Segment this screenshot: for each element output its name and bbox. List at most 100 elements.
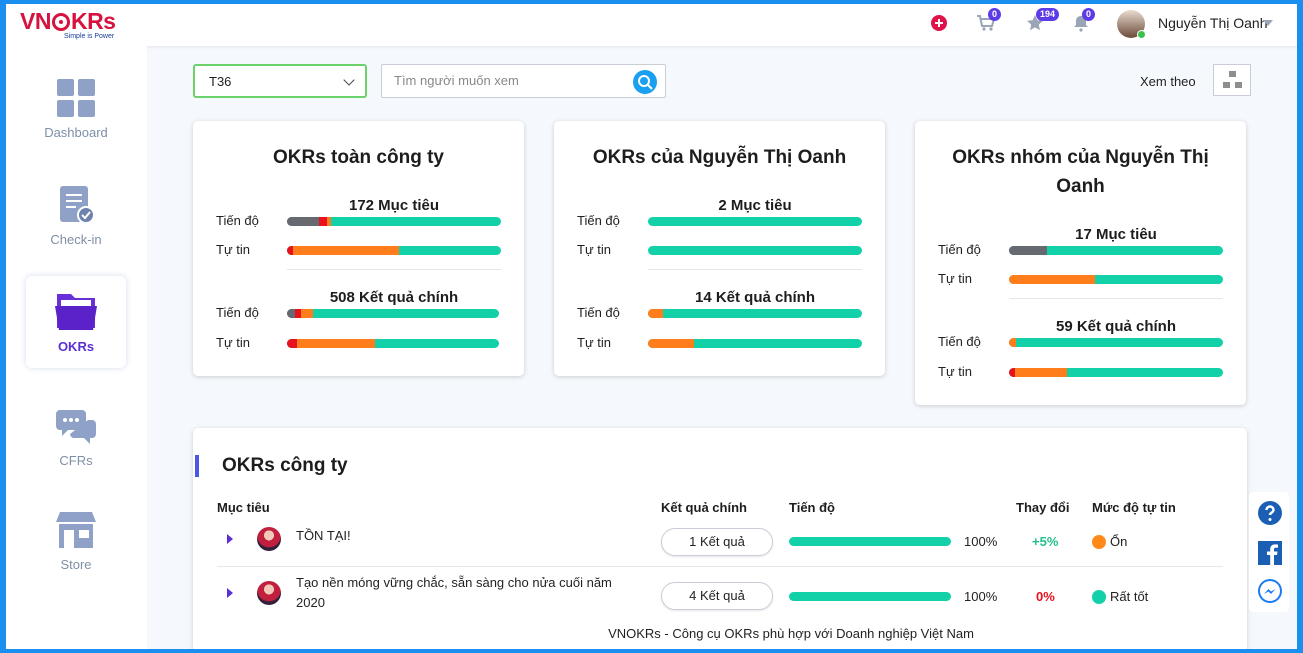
key-results-confidence-bar <box>287 339 499 348</box>
sidebar-item-label: Dashboard <box>44 125 108 140</box>
org-chart-view-button[interactable] <box>1213 64 1251 96</box>
key-results-confidence-bar <box>1009 368 1223 377</box>
period-value: T36 <box>209 74 232 89</box>
objective-title-line-2[interactable]: 2020 <box>296 595 325 610</box>
column-key-results: Kết quả chính <box>661 500 747 515</box>
card-title: OKRs của Nguyễn Thị Oanh <box>592 147 847 168</box>
card-title: OKRs toàn công ty <box>272 147 444 168</box>
confidence-label: Tự tin <box>216 242 250 257</box>
add-icon[interactable] <box>930 14 948 37</box>
confidence-label: Tự tin <box>577 242 611 257</box>
owner-avatar[interactable] <box>257 527 281 551</box>
objective-title[interactable]: Tạo nền móng vững chắc, sẵn sàng cho nửa… <box>296 575 612 590</box>
period-select[interactable]: T36 <box>193 64 367 98</box>
divider <box>287 269 501 270</box>
objectives-confidence-bar <box>287 246 501 255</box>
sidebar: Dashboard Check-in OKRs <box>6 46 147 649</box>
top-bar: VN KRs Simple is Power 0 194 0 Nguyễn Thị… <box>6 4 1297 46</box>
column-change: Thay đổi <box>1016 500 1070 515</box>
progress-label: Tiến độ <box>216 305 259 320</box>
sidebar-item-label: Store <box>60 557 92 572</box>
team-okrs-card[interactable]: OKRs nhóm của Nguyễn Thị Oanh 17 Mục tiê… <box>915 121 1246 405</box>
confidence-label: Tự tin <box>938 364 972 379</box>
row-divider <box>217 566 1223 567</box>
key-results-progress-bar <box>1009 338 1223 347</box>
search-button[interactable] <box>633 70 657 94</box>
key-results-button[interactable]: 4 Kết quả <box>661 582 773 610</box>
objectives-count: 17 Mục tiêu <box>1075 226 1157 243</box>
column-confidence: Mức độ tự tin <box>1092 500 1176 515</box>
star-icon[interactable]: 194 <box>1026 8 1060 37</box>
dashboard-icon <box>57 79 95 117</box>
key-results-button[interactable]: 1 Kết quả <box>661 528 773 556</box>
chevron-down-icon <box>343 74 355 86</box>
key-results-confidence-bar <box>648 339 862 348</box>
sidebar-item-check-in[interactable]: Check-in <box>26 185 126 247</box>
owner-avatar[interactable] <box>257 581 281 605</box>
confidence-indicator-icon <box>1092 590 1106 604</box>
card-title: OKRs nhóm của Nguyễn Thị <box>952 147 1209 168</box>
expand-arrow-icon[interactable] <box>227 588 233 598</box>
objectives-count: 172 Mục tiêu <box>348 197 440 214</box>
facebook-icon[interactable] <box>1257 540 1283 566</box>
app-window: VN KRs Simple is Power 0 194 0 Nguyễn Thị… <box>6 4 1297 649</box>
key-results-count: 59 Kết quả chính <box>1055 318 1177 335</box>
objective-title[interactable]: TỒN TẠI! <box>296 528 351 543</box>
change-value: +5% <box>1032 534 1059 549</box>
help-icon[interactable] <box>1257 500 1283 526</box>
cart-icon[interactable]: 0 <box>976 8 1002 37</box>
cart-badge: 0 <box>988 8 1002 21</box>
card-title-line-2: Oanh <box>1056 176 1105 197</box>
confidence-label: Tự tin <box>938 271 972 286</box>
floating-help-bar <box>1249 492 1289 612</box>
key-results-progress-bar <box>287 309 499 318</box>
sidebar-item-label: OKRs <box>57 339 95 354</box>
divider <box>1009 298 1223 299</box>
progress-label: Tiến độ <box>938 334 981 349</box>
bell-icon[interactable]: 0 <box>1072 8 1096 37</box>
progress-percent: 100% <box>964 589 998 604</box>
objective-progress-bar <box>789 592 951 601</box>
objective-progress-bar <box>789 537 951 546</box>
section-marker <box>195 455 199 477</box>
column-objective: Mục tiêu <box>217 500 270 515</box>
section-title: OKRs công ty <box>222 455 348 476</box>
key-results-count: 508 Kết quả chính <box>329 289 459 306</box>
progress-label: Tiến độ <box>216 213 259 228</box>
progress-label: Tiến độ <box>577 305 620 320</box>
view-by-label: Xem theo <box>1140 74 1196 89</box>
sidebar-item-dashboard[interactable]: Dashboard <box>26 78 126 140</box>
logo-tagline: Simple is Power <box>64 33 115 40</box>
my-okrs-card[interactable]: OKRs của Nguyễn Thị Oanh 2 Mục tiêu Tiến… <box>554 121 885 376</box>
sidebar-item-store[interactable]: Store <box>26 510 126 572</box>
vnokrs-logo[interactable]: VN KRs Simple is Power <box>20 8 116 40</box>
sidebar-item-cfrs[interactable]: CFRs <box>26 406 126 468</box>
confidence-indicator-icon <box>1092 535 1106 549</box>
online-status-icon <box>1137 30 1146 39</box>
objectives-progress-bar <box>648 217 862 226</box>
store-icon <box>56 512 96 548</box>
messenger-icon[interactable] <box>1257 578 1283 604</box>
footer-banner: VNOKRs - Công cụ OKRs phù hợp với Doanh … <box>558 618 1024 649</box>
key-results-progress-bar <box>648 309 862 318</box>
objectives-progress-bar <box>287 217 501 226</box>
progress-label: Tiến độ <box>577 213 620 228</box>
star-badge: 194 <box>1036 8 1060 21</box>
bell-badge: 0 <box>1082 8 1096 21</box>
search-placeholder: Tìm người muốn xem <box>394 73 519 88</box>
expand-arrow-icon[interactable] <box>227 534 233 544</box>
progress-percent: 100% <box>964 534 998 549</box>
sidebar-item-label: CFRs <box>59 453 93 468</box>
caret-down-icon[interactable] <box>1263 20 1273 26</box>
search-input[interactable]: Tìm người muốn xem <box>381 64 666 98</box>
confidence-value: Rất tốt <box>1110 589 1149 604</box>
user-name[interactable]: Nguyễn Thị Oanh <box>1158 15 1268 31</box>
column-progress: Tiến độ <box>789 500 835 515</box>
chat-icon <box>56 410 96 444</box>
search-icon <box>638 75 653 90</box>
objectives-confidence-bar <box>1009 275 1223 284</box>
sidebar-item-okrs[interactable]: OKRs <box>26 276 126 368</box>
company-okrs-card[interactable]: OKRs toàn công ty 172 Mục tiêu Tiến độ T… <box>193 121 524 376</box>
folder-icon <box>55 294 97 330</box>
divider <box>648 269 862 270</box>
